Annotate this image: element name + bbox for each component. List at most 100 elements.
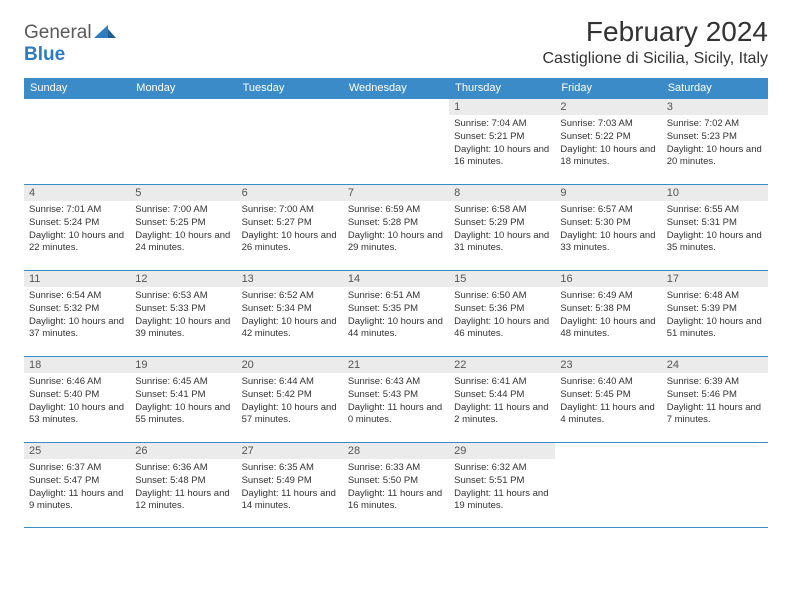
page-header: General Blue February 2024 Castiglione d… <box>24 16 768 68</box>
daylight-text: Daylight: 11 hours and 19 minutes. <box>454 488 550 514</box>
day-number: 13 <box>237 271 343 287</box>
day-number: 7 <box>343 185 449 201</box>
sunrise-text: Sunrise: 6:49 AM <box>560 290 656 303</box>
sunset-text: Sunset: 5:28 PM <box>348 217 444 230</box>
calendar-cell: 6 Sunrise: 7:00 AMSunset: 5:27 PMDaylight… <box>237 184 343 270</box>
sunset-text: Sunset: 5:25 PM <box>135 217 231 230</box>
sunrise-text: Sunrise: 6:37 AM <box>29 462 125 475</box>
day-number: 16 <box>555 271 661 287</box>
sunset-text: Sunset: 5:39 PM <box>667 303 763 316</box>
daylight-text: Daylight: 11 hours and 4 minutes. <box>560 402 656 428</box>
daylight-text: Daylight: 10 hours and 53 minutes. <box>29 402 125 428</box>
location-text: Castiglione di Sicilia, Sicily, Italy <box>542 50 768 68</box>
calendar-cell: 1Sunrise: 7:04 AMSunset: 5:21 PMDaylight… <box>449 98 555 184</box>
day-info: Sunrise: 6:43 AMSunset: 5:43 PMDaylight:… <box>343 373 449 431</box>
sunrise-text: Sunrise: 6:53 AM <box>135 290 231 303</box>
sunrise-text: Sunrise: 7:04 AM <box>454 118 550 131</box>
sunset-text: Sunset: 5:36 PM <box>454 303 550 316</box>
calendar-cell: 19Sunrise: 6:45 AMSunset: 5:41 PMDayligh… <box>130 356 236 442</box>
day-number: 21 <box>343 357 449 373</box>
day-info: Sunrise: 6:32 AMSunset: 5:51 PMDaylight:… <box>449 459 555 517</box>
day-number: 20 <box>237 357 343 373</box>
title-block: February 2024 Castiglione di Sicilia, Si… <box>542 16 768 68</box>
calendar-cell: 17Sunrise: 6:48 AMSunset: 5:39 PMDayligh… <box>662 270 768 356</box>
sunrise-text: Sunrise: 7:03 AM <box>560 118 656 131</box>
calendar-cell: 4Sunrise: 7:01 AMSunset: 5:24 PMDaylight… <box>24 184 130 270</box>
day-info: Sunrise: 6:53 AMSunset: 5:33 PMDaylight:… <box>130 287 236 345</box>
sunrise-text: Sunrise: 7:00 AM <box>242 204 338 217</box>
calendar-cell-empty <box>555 442 661 528</box>
sunset-text: Sunset: 5:35 PM <box>348 303 444 316</box>
daylight-text: Daylight: 10 hours and 42 minutes. <box>242 316 338 342</box>
calendar-cell-empty <box>237 98 343 184</box>
brand-part1: General <box>24 22 92 43</box>
calendar-cell: 13Sunrise: 6:52 AMSunset: 5:34 PMDayligh… <box>237 270 343 356</box>
sunset-text: Sunset: 5:34 PM <box>242 303 338 316</box>
daylight-text: Daylight: 10 hours and 35 minutes. <box>667 230 763 256</box>
sunrise-text: Sunrise: 6:32 AM <box>454 462 550 475</box>
calendar-cell: 16 Sunrise: 6:49 AMSunset: 5:38 PMDayligh… <box>555 270 661 356</box>
sunrise-text: Sunrise: 6:45 AM <box>135 376 231 389</box>
daylight-text: Daylight: 10 hours and 57 minutes. <box>242 402 338 428</box>
calendar-cell: 21Sunrise: 6:43 AMSunset: 5:43 PMDayligh… <box>343 356 449 442</box>
sunset-text: Sunset: 5:27 PM <box>242 217 338 230</box>
day-header: Sunday <box>24 78 130 98</box>
day-info: Sunrise: 6:40 AMSunset: 5:45 PMDaylight:… <box>555 373 661 431</box>
sunset-text: Sunset: 5:41 PM <box>135 389 231 402</box>
calendar-body: 1Sunrise: 7:04 AMSunset: 5:21 PMDaylight… <box>24 98 768 528</box>
sunset-text: Sunset: 5:44 PM <box>454 389 550 402</box>
day-info: Sunrise: 6:37 AMSunset: 5:47 PMDaylight:… <box>24 459 130 517</box>
sunrise-text: Sunrise: 6:58 AM <box>454 204 550 217</box>
sunset-text: Sunset: 5:51 PM <box>454 475 550 488</box>
brand-part2: Blue <box>24 44 65 65</box>
day-number: 15 <box>449 271 555 287</box>
calendar-cell: 3Sunrise: 7:02 AMSunset: 5:23 PMDaylight… <box>662 98 768 184</box>
day-number: 8 <box>449 185 555 201</box>
day-info: Sunrise: 6:46 AMSunset: 5:40 PMDaylight:… <box>24 373 130 431</box>
day-number: 9 <box>555 185 661 201</box>
brand-logo: General Blue <box>24 20 116 66</box>
daylight-text: Daylight: 10 hours and 20 minutes. <box>667 144 763 170</box>
day-info: Sunrise: 6:58 AMSunset: 5:29 PMDaylight:… <box>449 201 555 259</box>
sunrise-text: Sunrise: 6:41 AM <box>454 376 550 389</box>
day-info: Sunrise: 6:50 AMSunset: 5:36 PMDaylight:… <box>449 287 555 345</box>
sunrise-text: Sunrise: 6:36 AM <box>135 462 231 475</box>
day-number: 10 <box>662 185 768 201</box>
day-number: 28 <box>343 443 449 459</box>
calendar-cell: 10Sunrise: 6:55 AMSunset: 5:31 PMDayligh… <box>662 184 768 270</box>
sunrise-text: Sunrise: 6:46 AM <box>29 376 125 389</box>
daylight-text: Daylight: 11 hours and 16 minutes. <box>348 488 444 514</box>
day-number: 25 <box>24 443 130 459</box>
sunset-text: Sunset: 5:45 PM <box>560 389 656 402</box>
day-number: 11 <box>24 271 130 287</box>
calendar-cell: 27Sunrise: 6:35 AMSunset: 5:49 PMDayligh… <box>237 442 343 528</box>
sunrise-text: Sunrise: 6:40 AM <box>560 376 656 389</box>
day-info: Sunrise: 6:41 AMSunset: 5:44 PMDaylight:… <box>449 373 555 431</box>
calendar-cell: 2Sunrise: 7:03 AMSunset: 5:22 PMDaylight… <box>555 98 661 184</box>
sunset-text: Sunset: 5:30 PM <box>560 217 656 230</box>
day-header: Tuesday <box>237 78 343 98</box>
calendar-cell: 14Sunrise: 6:51 AMSunset: 5:35 PMDayligh… <box>343 270 449 356</box>
sunset-text: Sunset: 5:43 PM <box>348 389 444 402</box>
day-header: Friday <box>555 78 661 98</box>
daylight-text: Daylight: 10 hours and 26 minutes. <box>242 230 338 256</box>
day-number: 14 <box>343 271 449 287</box>
day-number: 17 <box>662 271 768 287</box>
day-info: Sunrise: 6:33 AMSunset: 5:50 PMDaylight:… <box>343 459 449 517</box>
day-number: 26 <box>130 443 236 459</box>
calendar-cell: 24Sunrise: 6:39 AMSunset: 5:46 PMDayligh… <box>662 356 768 442</box>
day-info: Sunrise: 6:57 AMSunset: 5:30 PMDaylight:… <box>555 201 661 259</box>
sunset-text: Sunset: 5:40 PM <box>29 389 125 402</box>
day-number: 29 <box>449 443 555 459</box>
daylight-text: Daylight: 10 hours and 31 minutes. <box>454 230 550 256</box>
day-header: Monday <box>130 78 236 98</box>
daylight-text: Daylight: 10 hours and 48 minutes. <box>560 316 656 342</box>
daylight-text: Daylight: 10 hours and 33 minutes. <box>560 230 656 256</box>
day-number: 6 <box>237 185 343 201</box>
day-number: 23 <box>555 357 661 373</box>
day-number: 27 <box>237 443 343 459</box>
day-number: 5 <box>130 185 236 201</box>
sunset-text: Sunset: 5:38 PM <box>560 303 656 316</box>
sunrise-text: Sunrise: 6:35 AM <box>242 462 338 475</box>
daylight-text: Daylight: 11 hours and 9 minutes. <box>29 488 125 514</box>
